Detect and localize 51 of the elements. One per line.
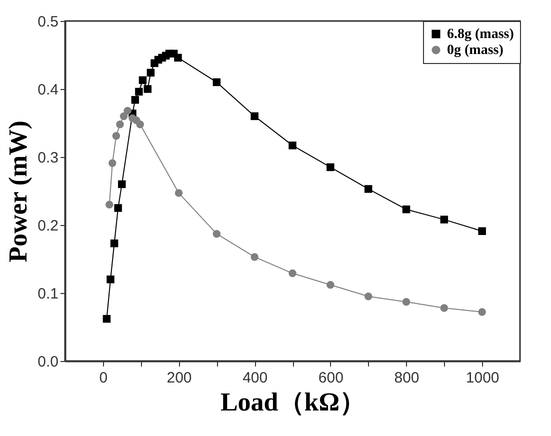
y-axis-title: Power (mW)	[4, 120, 33, 262]
point	[288, 142, 296, 150]
point	[364, 292, 372, 300]
point	[105, 200, 114, 208]
point	[136, 120, 144, 128]
point	[124, 106, 132, 115]
point	[478, 227, 486, 235]
point	[146, 68, 155, 77]
point	[138, 76, 147, 84]
point	[120, 112, 128, 120]
x-axis-title: Load（kΩ）	[220, 388, 366, 416]
x-tick-label: 1000	[466, 370, 500, 386]
point	[174, 189, 183, 197]
point	[144, 85, 152, 93]
point	[212, 78, 221, 86]
legend-label: 6.8g (mass)	[447, 27, 514, 42]
point	[108, 159, 116, 167]
point	[288, 269, 296, 278]
point	[440, 216, 448, 224]
x-tick-label: 800	[394, 370, 420, 386]
point	[106, 276, 114, 284]
point	[440, 304, 448, 312]
y-tick-label: 0.4	[38, 82, 58, 98]
y-tick-label: 0.3	[38, 150, 58, 166]
x-tick-label: 600	[318, 370, 344, 386]
y-tick-label: 0.1	[38, 286, 58, 302]
point	[364, 185, 372, 193]
point	[131, 96, 140, 104]
point	[116, 120, 124, 128]
y-tick-label: 0.2	[38, 218, 58, 234]
point	[402, 298, 410, 306]
x-tick-label: 400	[242, 370, 268, 386]
y-tick-label: 0.5	[38, 14, 58, 30]
point	[110, 239, 118, 248]
point	[478, 308, 486, 316]
y-tick-label: 0.0	[38, 354, 58, 370]
point	[118, 180, 126, 188]
point	[112, 132, 120, 140]
x-tick-label: 200	[166, 370, 192, 386]
point	[102, 314, 111, 323]
point	[402, 205, 410, 214]
point	[212, 230, 221, 238]
point	[250, 253, 258, 261]
point	[326, 280, 334, 289]
point	[326, 163, 334, 172]
point	[250, 112, 258, 120]
point	[174, 54, 182, 62]
point	[135, 88, 143, 96]
x-tick-label: 0	[99, 370, 108, 386]
point	[114, 204, 122, 212]
legend-label: 0g (mass)	[447, 43, 504, 58]
